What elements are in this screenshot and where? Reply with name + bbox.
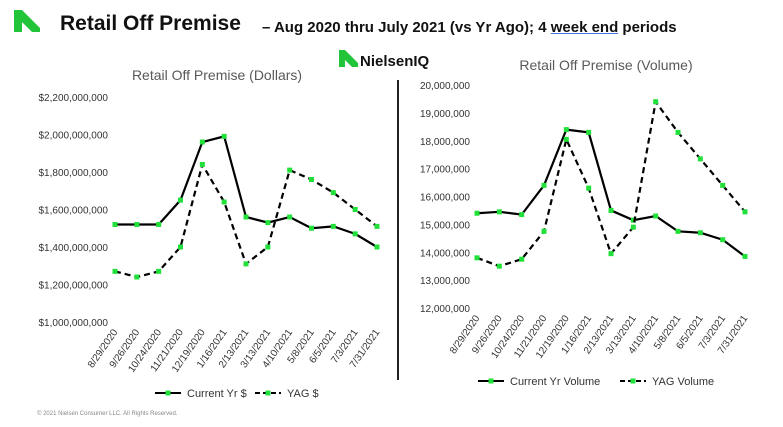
legend-marker [488,378,494,384]
data-point [134,222,140,227]
data-point [563,136,569,142]
data-point [287,214,293,220]
y-tick-label: 16,000,000 [420,193,470,204]
y-tick-label: 19,000,000 [420,109,470,120]
chart-title: Retail Off Premise (Volume) [519,57,692,73]
data-point [675,228,681,234]
legend-marker [165,390,171,396]
data-point [742,209,748,215]
brand-name: NielsenIQ [360,53,430,70]
y-tick-label: $1,000,000,000 [38,318,108,329]
data-point [630,217,636,223]
data-point [178,244,183,250]
data-point [474,210,480,216]
series-line [476,98,746,268]
data-point [330,223,336,229]
data-point [221,133,227,139]
data-point [474,255,480,261]
data-point [374,244,380,250]
data-point [653,213,659,219]
data-point [330,190,336,196]
y-tick-label: $1,400,000,000 [38,243,108,254]
series-line [115,135,378,248]
data-point [541,182,547,188]
legend-label: YAG Volume [652,376,714,388]
data-point [352,231,358,237]
legend-label: Current Yr $ [187,388,247,400]
y-tick-label: 18,000,000 [420,137,470,148]
data-point [309,177,314,182]
chart-divider [397,80,399,380]
data-point [563,127,569,133]
data-point [199,139,205,145]
data-point [630,224,636,230]
page-title: Retail Off Premise [60,12,241,35]
y-tick-label: $2,200,000,000 [38,93,108,104]
y-tick-label: 13,000,000 [420,276,470,287]
y-tick-label: 20,000,000 [420,81,470,92]
data-point [608,251,614,257]
chart-title: Retail Off Premise (Dollars) [132,67,302,83]
data-point [134,274,140,280]
legend-label: Current Yr Volume [510,376,600,388]
data-point [156,268,162,274]
data-point [586,129,592,135]
data-point [265,220,271,226]
data-point [112,268,118,274]
data-point [496,209,502,215]
data-point [675,129,681,135]
legend-label: YAG $ [287,388,319,400]
y-tick-label: 17,000,000 [420,165,470,176]
brand-logo-icon [339,50,358,67]
data-point [243,261,249,267]
y-tick-label: 12,000,000 [420,304,470,315]
data-point [265,244,271,250]
data-point [374,223,380,229]
data-point [156,222,162,227]
data-point [653,99,659,105]
y-tick-label: 14,000,000 [420,248,470,259]
data-point [178,197,183,203]
data-point [352,207,358,212]
legend-marker [265,390,271,396]
copyright: © 2021 Nielsen Consumer LLC. All Rights … [37,411,178,417]
data-point [697,156,703,162]
dollars-chart: Retail Off Premise (Dollars) $1,000,000,0… [38,67,382,400]
data-point [112,222,118,227]
data-point [309,225,314,231]
y-tick-label: 15,000,000 [420,220,470,231]
data-point [742,253,748,259]
data-point [720,237,726,243]
data-point [287,167,293,173]
y-tick-label: $1,200,000,000 [38,281,108,292]
y-tick-label: $1,800,000,000 [38,168,108,179]
page-subtitle: – Aug 2020 thru July 2021 (vs Yr Ago); 4… [262,19,677,36]
volume-chart: Retail Off Premise (Volume) 12,000,000 13,… [420,57,751,388]
subtitle-suffix: periods [618,19,677,36]
series-line [114,161,378,279]
data-point [496,263,502,269]
data-point [243,214,249,220]
data-point [519,212,525,218]
data-point [519,256,525,262]
subtitle-prefix: – Aug 2020 thru July 2021 (vs Yr Ago); 4 [262,19,551,36]
data-point [608,207,614,213]
legend-marker [630,378,636,384]
data-point [586,185,592,191]
nielseniq-logo [14,10,40,32]
data-point [541,228,547,234]
data-point [720,182,726,188]
subtitle-underlined: week end [550,19,619,36]
y-tick-label: $2,000,000,000 [38,131,108,142]
series-line [476,128,746,258]
y-tick-label: $1,600,000,000 [38,206,108,217]
data-point [697,230,703,236]
data-point [199,162,205,167]
data-point [221,199,227,205]
